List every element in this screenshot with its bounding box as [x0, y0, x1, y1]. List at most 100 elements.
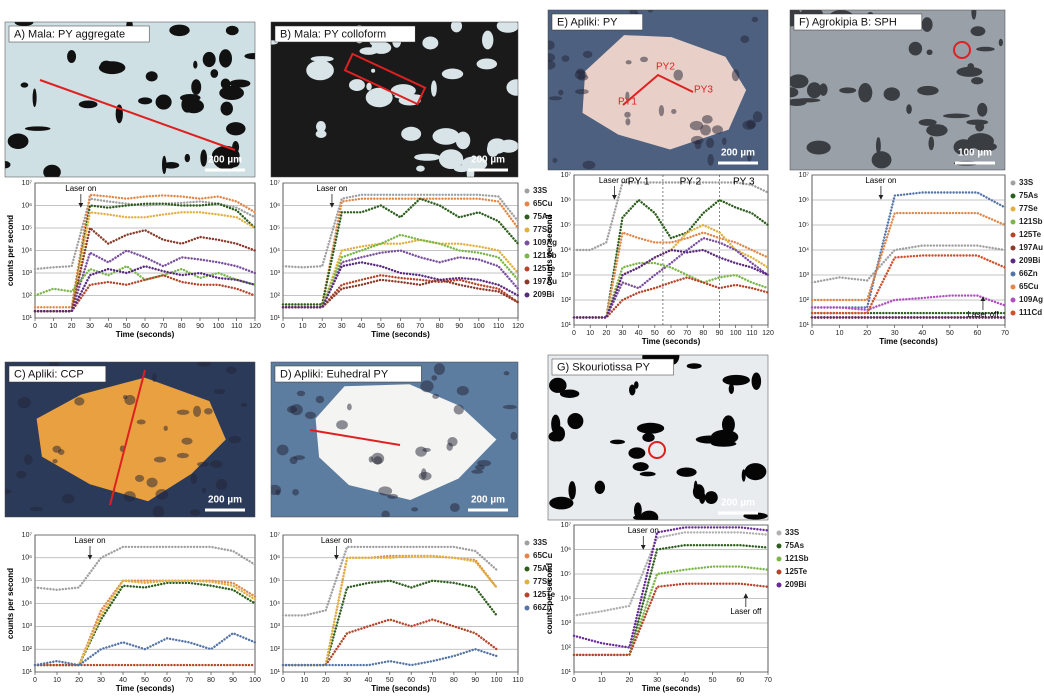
grain — [558, 90, 563, 96]
y-tick-label: 10¹ — [270, 669, 281, 676]
grain — [999, 39, 1003, 46]
grain — [575, 89, 589, 94]
grain — [919, 119, 937, 126]
x-tick-label: 120 — [249, 323, 261, 330]
grain — [369, 456, 374, 462]
grain — [137, 419, 146, 424]
y-tick-label: 10⁷ — [22, 532, 33, 539]
grain — [711, 441, 736, 447]
legend-marker — [525, 606, 530, 611]
grain — [177, 410, 190, 415]
grain — [360, 47, 378, 55]
grain — [124, 491, 136, 502]
grain — [442, 69, 463, 80]
legend-marker — [1011, 311, 1016, 316]
grain — [510, 432, 517, 440]
grain — [162, 156, 167, 174]
grain — [477, 58, 497, 69]
grain — [62, 494, 75, 503]
legend-label: 209Bi — [533, 290, 554, 299]
grain — [691, 136, 704, 144]
grain — [349, 79, 365, 91]
x-tick-label: 30 — [86, 323, 94, 330]
grain — [411, 507, 418, 511]
y-tick-label: 10² — [561, 644, 572, 651]
grain — [241, 403, 247, 407]
grain — [610, 440, 625, 445]
x-tick-label: 70 — [429, 677, 437, 684]
panel-label: G) Skouriotissa PY — [557, 361, 651, 373]
grain — [371, 453, 384, 465]
x-tick-label: 50 — [386, 677, 394, 684]
legend-marker — [525, 215, 530, 220]
scale-bar-label: 200 µm — [471, 155, 505, 166]
grain — [193, 61, 197, 69]
x-tick-label: 80 — [699, 330, 707, 337]
x-tick-label: 60 — [163, 677, 171, 684]
grain — [788, 74, 808, 88]
grain — [124, 395, 135, 405]
x-axis-label: Time (seconds) — [642, 337, 701, 346]
x-tick-label: 80 — [207, 677, 215, 684]
scale-bar-label: 100 µm — [958, 148, 992, 159]
scale-bar-label: 200 µm — [208, 495, 242, 506]
x-tick-label: 90 — [196, 323, 204, 330]
legend-marker — [777, 531, 782, 536]
legend-marker — [1011, 194, 1016, 199]
x-tick-label: 70 — [1001, 330, 1009, 337]
legend-label: 197Au — [1019, 243, 1043, 252]
grain — [43, 165, 61, 180]
legend-label: 65Cu — [533, 551, 553, 560]
grain — [316, 121, 326, 132]
grain — [152, 373, 156, 382]
grain — [967, 63, 974, 70]
grain — [422, 37, 438, 50]
annotation: Laser off — [967, 310, 999, 319]
x-tick-label: 70 — [764, 677, 772, 684]
y-tick-label: 10⁶ — [21, 555, 32, 562]
x-tick-label: 30 — [891, 330, 899, 337]
grain — [416, 166, 425, 172]
grain — [909, 42, 922, 56]
legend-label: 75As — [1019, 191, 1039, 200]
x-tick-label: 0 — [810, 330, 814, 337]
x-tick-label: 100 — [491, 677, 503, 684]
y-tick-label: 10⁵ — [21, 225, 32, 232]
grain — [52, 459, 57, 463]
y-tick-label: 10¹ — [22, 669, 33, 676]
grain — [794, 98, 820, 102]
x-tick-label: 40 — [357, 323, 365, 330]
legend-label: 65Cu — [533, 199, 553, 208]
x-tick-label: 60 — [667, 330, 675, 337]
legend-label: 33S — [785, 528, 800, 537]
grain — [226, 367, 237, 374]
x-tick-label: 10 — [586, 330, 594, 337]
x-tick-label: 40 — [635, 330, 643, 337]
grain — [306, 60, 334, 80]
grain — [420, 380, 433, 392]
legend-label: 125Te — [1019, 230, 1042, 239]
grain — [549, 378, 567, 393]
legend-label: 111Cd — [1019, 308, 1042, 317]
y-tick-label: 10⁵ — [798, 222, 809, 229]
legend-marker — [525, 254, 530, 259]
x-tick-label: 40 — [365, 677, 373, 684]
y-tick-label: 10⁵ — [21, 578, 32, 585]
grain — [628, 447, 645, 458]
grain — [752, 373, 762, 390]
grain — [311, 56, 334, 62]
y-tick-label: 10⁴ — [269, 247, 280, 254]
y-tick-label: 10³ — [22, 270, 33, 277]
x-axis-label: Time (seconds) — [642, 684, 701, 693]
x-tick-label: 20 — [75, 677, 83, 684]
legend-marker — [1011, 233, 1016, 238]
image-label: PY2 — [656, 62, 675, 73]
x-tick-label: 110 — [493, 323, 504, 330]
grain — [287, 406, 297, 413]
grain — [673, 70, 683, 81]
y-tick-label: 10⁴ — [21, 247, 32, 254]
y-tick-label: 10¹ — [270, 315, 281, 322]
grain — [583, 51, 592, 58]
legend-marker — [525, 280, 530, 285]
legend-marker — [525, 554, 530, 559]
